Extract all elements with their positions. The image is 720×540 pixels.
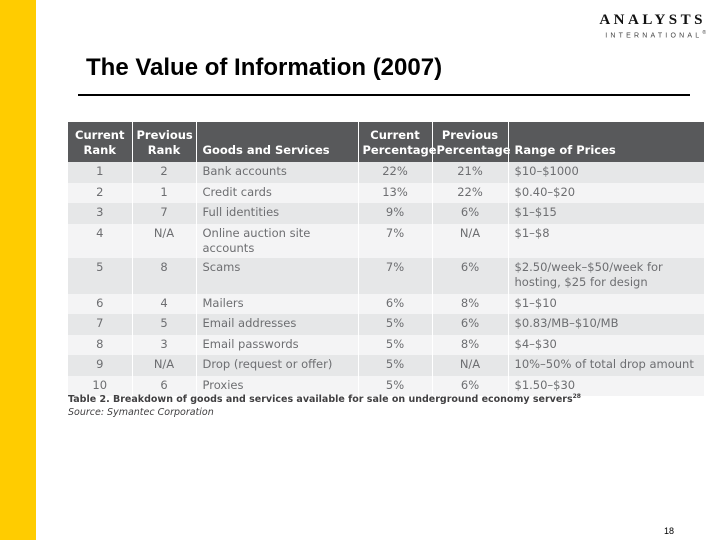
table-row: 3 7 Full identities 9% 6% $1–$15 <box>68 203 704 224</box>
slide-title: The Value of Information (2007) <box>86 54 443 81</box>
cell-current-rank: 5 <box>68 257 133 294</box>
cell-previous-percentage: 22% <box>432 182 509 203</box>
header-goods-services: Goods and Services <box>196 122 359 162</box>
cell-goods-services: Scams <box>196 257 359 294</box>
header-previous-rank: Previous Rank <box>132 122 197 162</box>
cell-current-percentage: 13% <box>358 182 433 203</box>
table-row: 2 1 Credit cards 13% 22% $0.40–$20 <box>68 182 704 203</box>
logo-sub-text: INTERNATIONAL <box>605 32 703 40</box>
cell-current-rank: 6 <box>68 293 133 314</box>
cell-goods-services: Full identities <box>196 203 359 224</box>
cell-price-range: $0.40–$20 <box>508 182 704 203</box>
left-accent-bar <box>0 0 36 540</box>
title-divider <box>78 94 690 96</box>
cell-previous-rank: 7 <box>132 203 197 224</box>
cell-previous-percentage: 6% <box>432 375 509 396</box>
cell-goods-services: Proxies <box>196 375 359 396</box>
cell-current-percentage: 22% <box>358 162 433 183</box>
table-row: 5 8 Scams 7% 6% $2.50/week–$50/week for … <box>68 257 704 294</box>
header-current-percentage: Current Percentage <box>358 122 437 162</box>
cell-current-rank: 10 <box>68 375 133 396</box>
cell-price-range: $1.50–$30 <box>508 375 704 396</box>
cell-current-rank: 9 <box>68 355 133 376</box>
price-table: Current Rank Previous Rank Goods and Ser… <box>68 122 704 396</box>
logo-trademark: ® <box>702 30 706 36</box>
cell-previous-rank: N/A <box>132 223 197 258</box>
cell-price-range: $0.83/MB–$10/MB <box>508 314 704 335</box>
cell-current-rank: 8 <box>68 334 133 355</box>
cell-previous-percentage: 8% <box>432 293 509 314</box>
cell-previous-rank: 8 <box>132 257 197 294</box>
cell-previous-percentage: 21% <box>432 162 509 183</box>
cell-current-percentage: 5% <box>358 355 433 376</box>
cell-current-rank: 1 <box>68 162 133 183</box>
cell-previous-rank: N/A <box>132 355 197 376</box>
cell-previous-percentage: N/A <box>432 223 509 258</box>
cell-price-range: 10%–50% of total drop amount <box>508 355 704 376</box>
cell-current-percentage: 5% <box>358 375 433 396</box>
cell-price-range: $1–$8 <box>508 223 704 258</box>
table-row: 10 6 Proxies 5% 6% $1.50–$30 <box>68 375 704 396</box>
cell-price-range: $1–$10 <box>508 293 704 314</box>
table-row: 1 2 Bank accounts 22% 21% $10–$1000 <box>68 162 704 183</box>
cell-goods-services: Drop (request or offer) <box>196 355 359 376</box>
cell-goods-services: Email passwords <box>196 334 359 355</box>
cell-previous-percentage: 6% <box>432 257 509 294</box>
caption-footnote-ref: 28 <box>572 393 581 400</box>
page-number: 18 <box>664 526 675 536</box>
cell-previous-rank: 3 <box>132 334 197 355</box>
cell-goods-services: Online auction site accounts <box>196 223 359 258</box>
cell-current-rank: 3 <box>68 203 133 224</box>
cell-previous-rank: 6 <box>132 375 197 396</box>
cell-current-percentage: 7% <box>358 223 433 258</box>
cell-goods-services: Email addresses <box>196 314 359 335</box>
cell-price-range: $4–$30 <box>508 334 704 355</box>
cell-current-percentage: 6% <box>358 293 433 314</box>
cell-current-rank: 7 <box>68 314 133 335</box>
cell-previous-rank: 1 <box>132 182 197 203</box>
table-row: 9 N/A Drop (request or offer) 5% N/A 10%… <box>68 355 704 376</box>
table-row: 4 N/A Online auction site accounts 7% N/… <box>68 223 704 258</box>
header-current-rank: Current Rank <box>68 122 133 162</box>
logo-subline: INTERNATIONAL® <box>599 29 706 40</box>
table-row: 8 3 Email passwords 5% 8% $4–$30 <box>68 334 704 355</box>
cell-current-percentage: 5% <box>358 334 433 355</box>
table-header-row: Current Rank Previous Rank Goods and Ser… <box>68 122 704 162</box>
cell-current-percentage: 5% <box>358 314 433 335</box>
cell-current-percentage: 9% <box>358 203 433 224</box>
table-row: 7 5 Email addresses 5% 6% $0.83/MB–$10/M… <box>68 314 704 335</box>
cell-previous-percentage: 6% <box>432 314 509 335</box>
cell-previous-rank: 4 <box>132 293 197 314</box>
cell-previous-percentage: N/A <box>432 355 509 376</box>
cell-previous-rank: 5 <box>132 314 197 335</box>
cell-goods-services: Credit cards <box>196 182 359 203</box>
price-table-container: Current Rank Previous Rank Goods and Ser… <box>68 122 704 396</box>
cell-previous-rank: 2 <box>132 162 197 183</box>
cell-previous-percentage: 6% <box>432 203 509 224</box>
header-previous-percentage: Previous Percentage <box>432 122 511 162</box>
table-row: 6 4 Mailers 6% 8% $1–$10 <box>68 293 704 314</box>
table-caption: Table 2. Breakdown of goods and services… <box>68 393 581 405</box>
cell-price-range: $2.50/week–$50/week for hosting, $25 for… <box>508 257 704 294</box>
cell-previous-percentage: 8% <box>432 334 509 355</box>
caption-text: Table 2. Breakdown of goods and services… <box>68 394 573 406</box>
cell-current-rank: 4 <box>68 223 133 258</box>
cell-price-range: $1–$15 <box>508 203 704 224</box>
cell-current-rank: 2 <box>68 182 133 203</box>
table-source: Source: Symantec Corporation <box>68 407 214 418</box>
cell-goods-services: Bank accounts <box>196 162 359 183</box>
logo-wordmark: ANALYSTS <box>599 12 706 28</box>
cell-goods-services: Mailers <box>196 293 359 314</box>
cell-price-range: $10–$1000 <box>508 162 704 183</box>
cell-current-percentage: 7% <box>358 257 433 294</box>
header-price-range: Range of Prices <box>508 122 704 162</box>
analysts-international-logo: ANALYSTS INTERNATIONAL® <box>599 12 706 40</box>
